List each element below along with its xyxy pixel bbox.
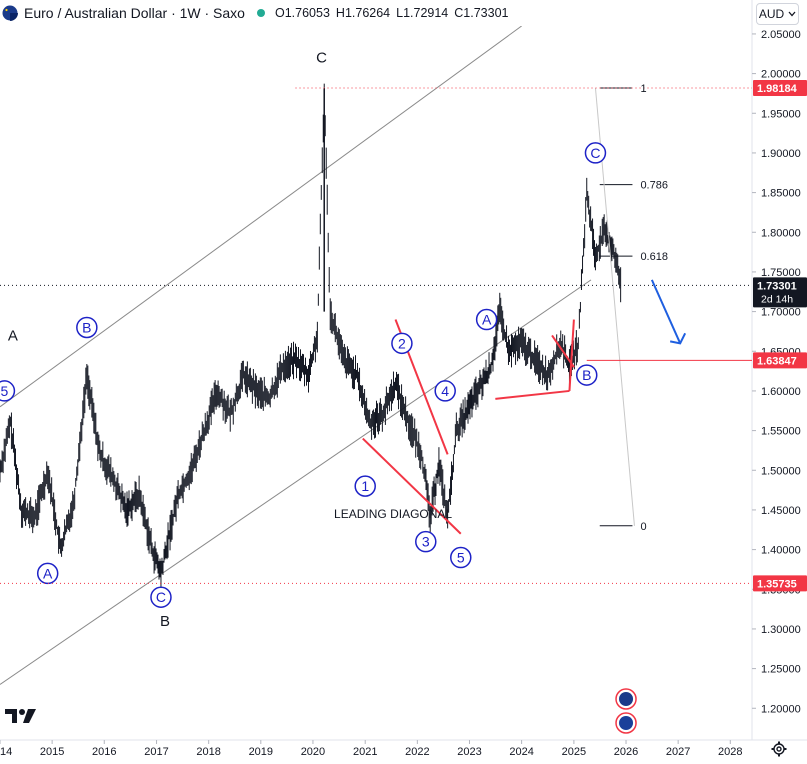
wave-label-text: C [316, 50, 327, 67]
wave-label-circle [354, 475, 376, 497]
wave-trend-line [362, 437, 462, 535]
wave-trend-line [568, 319, 575, 391]
y-tick-label: 1.45000 [761, 505, 801, 517]
fib-level-label: 1 [640, 83, 646, 95]
y-tick-label: 1.55000 [761, 426, 801, 438]
gear-icon[interactable] [771, 741, 787, 757]
x-tick-label: 2014 [0, 746, 12, 758]
tradingview-logo-icon[interactable] [5, 707, 37, 725]
y-tick-label: 1.20000 [761, 703, 801, 715]
wave-label-circle [475, 308, 498, 331]
wave-label-text: C [590, 145, 600, 161]
wave-label-text: C [156, 589, 166, 605]
y-tick-label: 1.85000 [761, 188, 801, 200]
y-tick-label: 1.95000 [761, 108, 801, 120]
wave-label-text: B [82, 319, 91, 335]
ohlc-high: H1.76264 [335, 6, 391, 20]
wave-label-text: A [8, 327, 18, 344]
x-tick-label: 2024 [509, 746, 533, 758]
x-tick-label: 2025 [562, 746, 586, 758]
y-tick-label: 1.70000 [761, 307, 801, 319]
y-tick-label: 1.60000 [761, 386, 801, 398]
wave-label-text: B [160, 613, 170, 630]
y-tick-label: 1.80000 [761, 227, 801, 239]
countdown-label-text: 2d 14h [761, 293, 793, 305]
wave-label-text: A [43, 565, 53, 581]
x-tick-label: 2017 [144, 746, 168, 758]
wave-label-circle [150, 586, 172, 608]
wave-label-circle [415, 530, 437, 553]
fib-level-label: 0.786 [640, 180, 668, 192]
y-tick-label: 2.05000 [761, 29, 801, 41]
x-tick-label: 2021 [353, 746, 377, 758]
symbol-flag-icon [2, 5, 18, 21]
market-status-dot [256, 9, 265, 17]
wave-label-text: 4 [441, 383, 449, 399]
y-tick-label: 1.90000 [761, 148, 801, 160]
down-arrow-shaft [650, 279, 682, 344]
fib-level-label: 0.618 [640, 251, 668, 263]
wave-label-text: 5 [457, 550, 465, 566]
y-tick-label: 1.30000 [761, 624, 801, 636]
y-tick-label: 1.25000 [761, 664, 801, 676]
x-tick-label: 2015 [40, 746, 64, 758]
y-tick-label: 2.00000 [761, 69, 801, 81]
x-tick-label: 2027 [666, 746, 690, 758]
price-label-text: 1.73301 [757, 280, 797, 292]
x-tick-label: 2016 [92, 746, 116, 758]
flag-fill [619, 716, 634, 730]
price-label-text: 1.98184 [757, 83, 798, 95]
ohlc-low: L1.72914 [396, 6, 449, 20]
y-tick-label: 1.75000 [761, 267, 801, 279]
price-label-box [753, 277, 807, 308]
wave-label-text: 5 [1, 383, 9, 399]
x-tick-label: 2018 [196, 746, 220, 758]
wave-label-text: B [582, 367, 591, 383]
wave-label-circle [76, 316, 98, 339]
x-tick-label: 2023 [457, 746, 481, 758]
channel-line [0, 26, 522, 408]
leading-diagonal-annotation: LEADING DIAGONAL [334, 507, 452, 521]
down-arrow-head [669, 332, 687, 345]
ohlc-open: O1.76053 [274, 6, 330, 20]
currency-label: AUD [758, 7, 785, 21]
wave-label-circle [0, 380, 16, 402]
x-tick-label: 2028 [718, 746, 742, 758]
flag-fill [619, 692, 634, 706]
wave-trend-line [495, 389, 570, 400]
wave-trend-line [551, 334, 575, 368]
price-label-text: 1.35735 [757, 578, 797, 590]
channel-line [0, 279, 592, 685]
x-tick-label: 2020 [301, 746, 325, 758]
wave-label-circle [450, 546, 472, 569]
wave-label-circle [36, 562, 59, 585]
x-tick-label: 2026 [614, 746, 638, 758]
symbol-title[interactable]: Euro / Australian Dollar · 1W · Saxo [24, 5, 245, 21]
wave-label-circle [575, 364, 598, 386]
wave-label-circle [434, 380, 456, 402]
chevron-down-icon [788, 11, 796, 17]
price-label-box [753, 80, 807, 97]
y-tick-label: 1.50000 [761, 465, 801, 477]
price-label-text: 1.63847 [757, 355, 797, 367]
x-tick-label: 2022 [405, 746, 429, 758]
x-tick-label: 2019 [249, 746, 273, 758]
price-label-box [753, 575, 807, 592]
wave-label-text: 1 [361, 478, 369, 494]
wave-label-text: A [482, 312, 492, 328]
price-label-box [753, 352, 807, 369]
wave-label-text: 3 [422, 534, 430, 550]
chart-header: Euro / Australian Dollar · 1W · Saxo O1.… [0, 0, 514, 26]
ohlc-close: C1.73301 [454, 6, 509, 20]
currency-selector[interactable]: AUD [756, 3, 799, 25]
wave-label-circle [584, 142, 607, 164]
y-tick-label: 1.40000 [761, 545, 801, 557]
wave-label-circle [391, 332, 413, 355]
fib-level-label: 0 [640, 521, 646, 533]
wave-label-text: 2 [398, 335, 406, 351]
